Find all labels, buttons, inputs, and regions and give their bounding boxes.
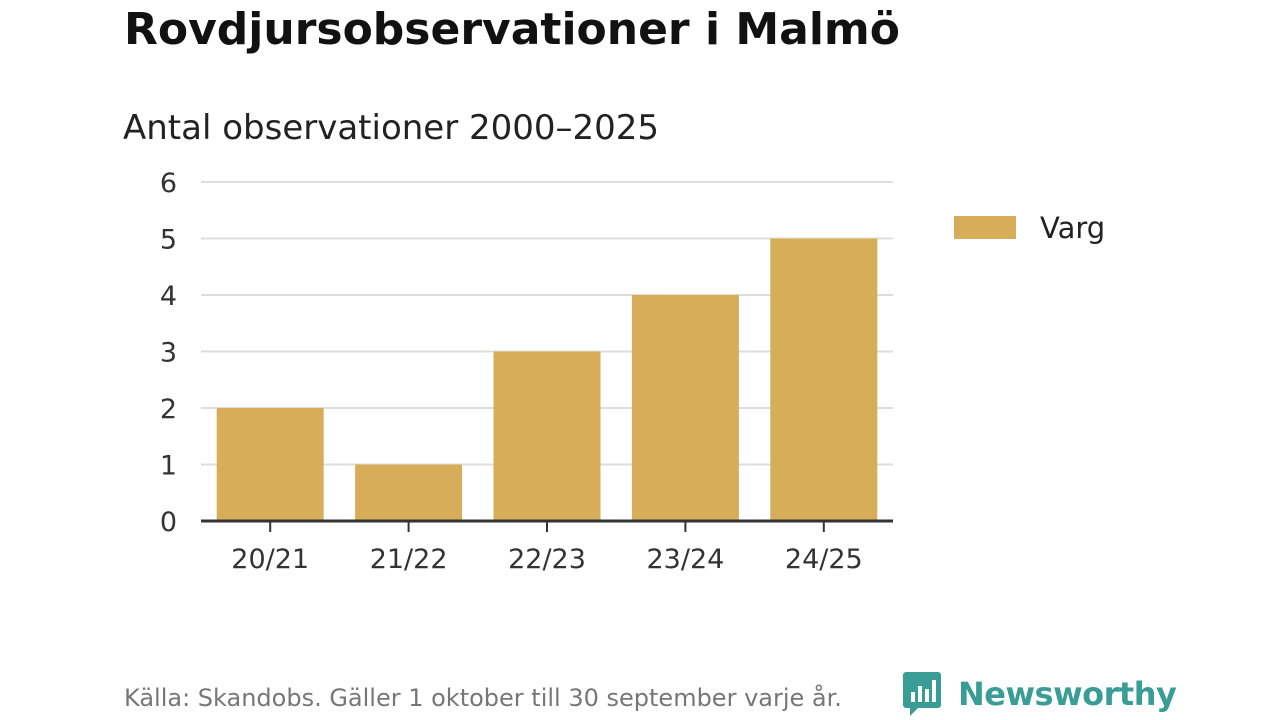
bar [770, 238, 878, 521]
brand-logo: Newsworthy [902, 670, 1177, 718]
x-tick-label: 23/24 [646, 544, 724, 575]
page-title: Rovdjursobservationer i Malmö [124, 4, 900, 55]
bar [216, 408, 324, 521]
newsworthy-logo-icon [903, 672, 941, 716]
brand-name: Newsworthy [958, 675, 1177, 713]
y-tick-label: 1 [160, 451, 177, 482]
bar-chart: 0 1 2 3 4 5 6 20/21 21/22 22/23 23/24 24/25 Varg [160, 168, 1105, 575]
y-tick-label: 5 [160, 225, 177, 256]
bar [631, 295, 739, 521]
bar [355, 464, 463, 521]
x-tick-label: 20/21 [231, 544, 309, 575]
x-tick-label: 22/23 [508, 544, 586, 575]
x-tick-label: 21/22 [370, 544, 448, 575]
y-tick-label: 3 [160, 338, 177, 369]
y-tick-label: 4 [160, 281, 177, 312]
y-tick-label: 2 [160, 394, 177, 425]
legend-label: Varg [1040, 211, 1105, 245]
x-tick-label: 24/25 [785, 544, 863, 575]
y-tick-label: 6 [160, 168, 177, 199]
y-tick-label: 0 [160, 507, 177, 538]
chart-subtitle: Antal observationer 2000–2025 [123, 108, 660, 148]
source-note: Källa: Skandobs. Gäller 1 oktober till 3… [124, 684, 842, 712]
legend-swatch [954, 216, 1016, 239]
bar [493, 351, 601, 521]
